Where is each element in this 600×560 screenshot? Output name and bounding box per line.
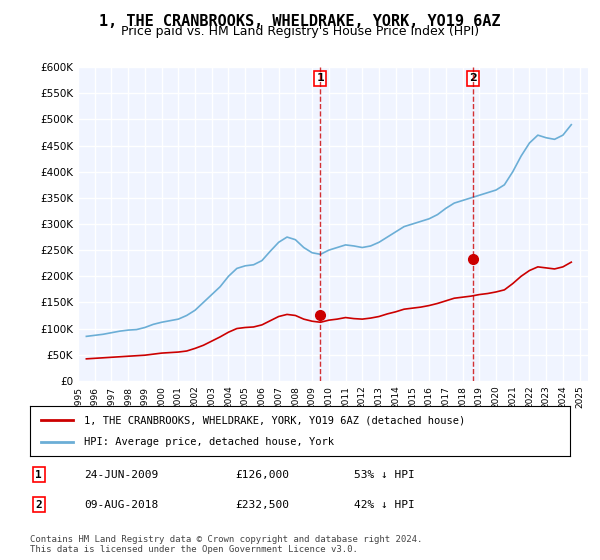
- Text: 2: 2: [469, 73, 476, 83]
- Text: 1, THE CRANBROOKS, WHELDRAKE, YORK, YO19 6AZ: 1, THE CRANBROOKS, WHELDRAKE, YORK, YO19…: [99, 14, 501, 29]
- Text: 1, THE CRANBROOKS, WHELDRAKE, YORK, YO19 6AZ (detached house): 1, THE CRANBROOKS, WHELDRAKE, YORK, YO19…: [84, 415, 465, 425]
- Text: 1: 1: [316, 73, 324, 83]
- Text: £126,000: £126,000: [235, 470, 289, 479]
- Text: 24-JUN-2009: 24-JUN-2009: [84, 470, 158, 479]
- Text: £232,500: £232,500: [235, 500, 289, 510]
- Text: 42% ↓ HPI: 42% ↓ HPI: [354, 500, 415, 510]
- Text: HPI: Average price, detached house, York: HPI: Average price, detached house, York: [84, 437, 334, 447]
- Text: 1: 1: [35, 470, 42, 479]
- Text: 2: 2: [35, 500, 42, 510]
- Text: 53% ↓ HPI: 53% ↓ HPI: [354, 470, 415, 479]
- Text: 09-AUG-2018: 09-AUG-2018: [84, 500, 158, 510]
- Text: Price paid vs. HM Land Registry's House Price Index (HPI): Price paid vs. HM Land Registry's House …: [121, 25, 479, 38]
- Text: Contains HM Land Registry data © Crown copyright and database right 2024.
This d: Contains HM Land Registry data © Crown c…: [30, 535, 422, 554]
